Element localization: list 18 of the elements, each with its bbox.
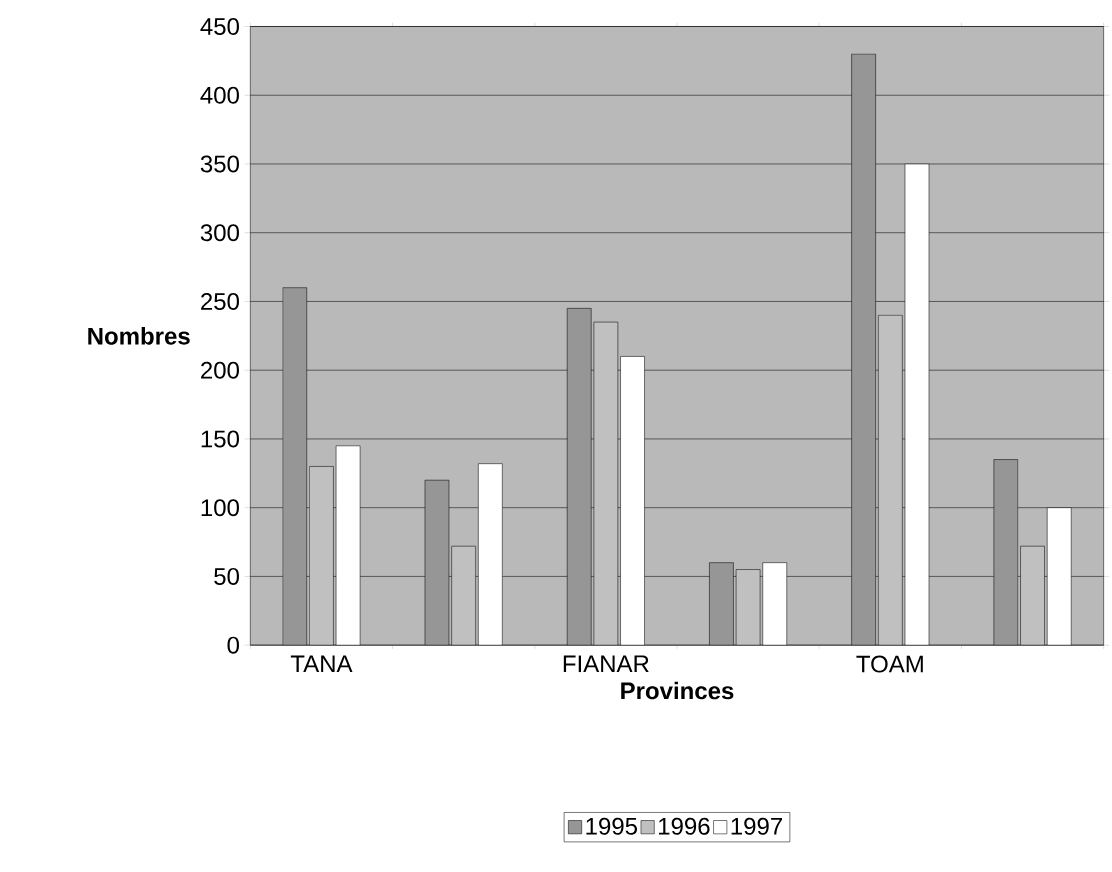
y-tick-label: 400 xyxy=(200,86,239,104)
y-tick-label: 350 xyxy=(200,155,239,173)
y-axis-title: Nombres xyxy=(88,327,190,345)
y-tick-label: 0 xyxy=(227,636,239,654)
legend-label: 1995 xyxy=(586,817,637,835)
y-tick-label: 100 xyxy=(201,499,239,517)
x-tick-label: FIANAR xyxy=(563,655,649,673)
x-axis-title: Provinces xyxy=(621,681,734,700)
legend-label: 1996 xyxy=(659,817,710,835)
legend-label: 1997 xyxy=(731,817,782,835)
y-tick-label: 50 xyxy=(214,567,239,585)
y-tick-label: 200 xyxy=(201,361,239,379)
y-tick-label: 450 xyxy=(200,17,239,35)
x-tick-label: TOAM xyxy=(856,655,923,673)
x-tick-label: TANA xyxy=(290,655,353,673)
y-tick-label: 300 xyxy=(200,224,239,242)
y-tick-label: 250 xyxy=(201,292,239,310)
y-tick-label: 150 xyxy=(201,430,239,448)
